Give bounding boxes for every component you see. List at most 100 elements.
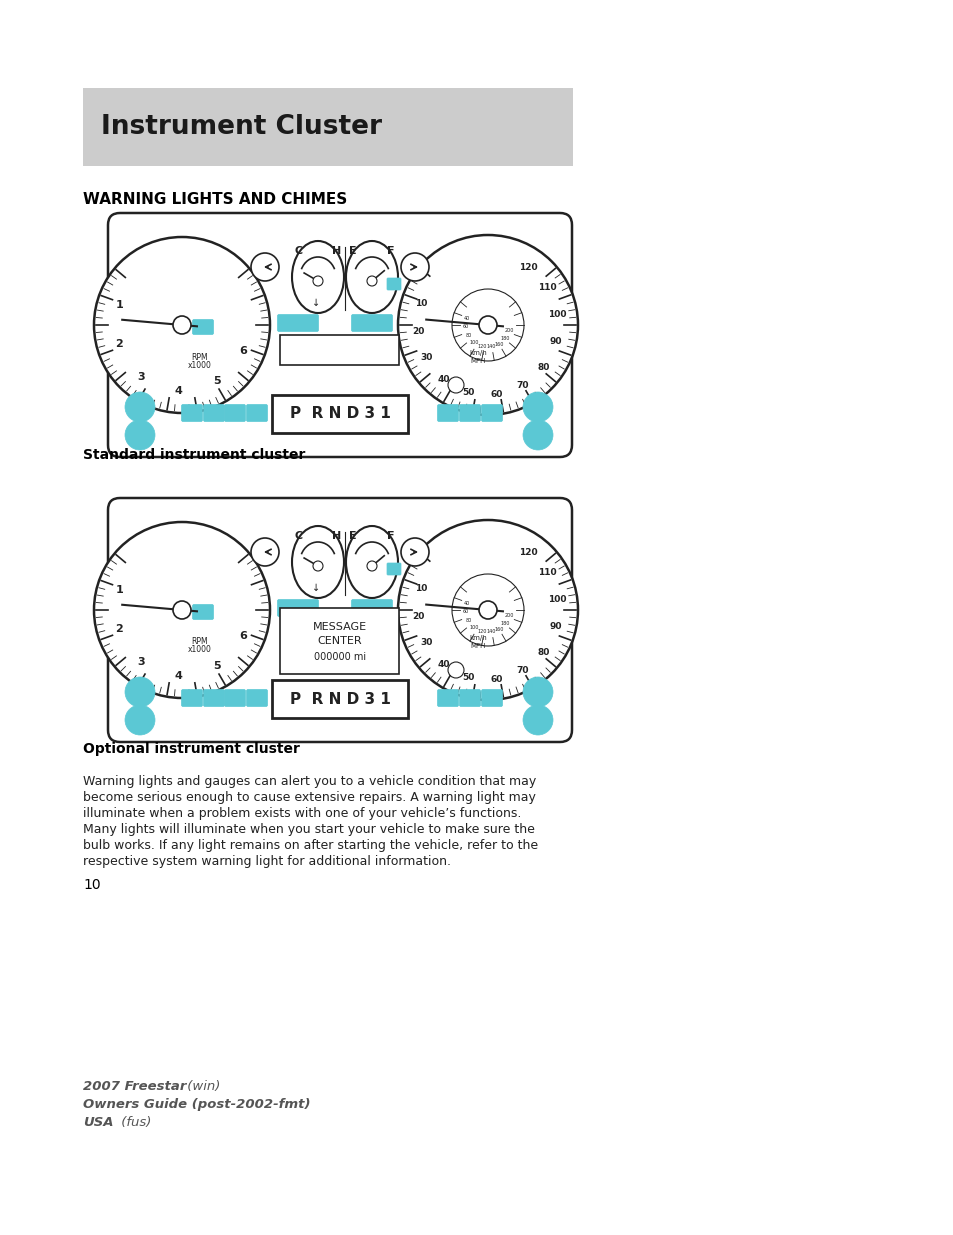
Text: USA: USA [83,1116,113,1129]
FancyBboxPatch shape [351,315,372,331]
Text: 120: 120 [476,629,486,634]
Text: 60: 60 [462,609,469,615]
Text: 3: 3 [137,372,145,382]
FancyBboxPatch shape [371,315,392,331]
FancyBboxPatch shape [437,689,458,706]
Ellipse shape [346,526,397,598]
Text: ↓: ↓ [312,583,319,593]
Text: 110: 110 [537,568,557,578]
FancyBboxPatch shape [246,405,267,421]
Text: 180: 180 [500,621,510,626]
Text: 80: 80 [537,647,550,657]
FancyBboxPatch shape [481,689,502,706]
Text: 200: 200 [504,613,514,618]
Text: 20: 20 [412,611,424,621]
Ellipse shape [346,241,397,312]
FancyBboxPatch shape [181,405,202,421]
Text: 100: 100 [469,625,478,630]
Text: ↓: ↓ [312,298,319,308]
Text: 80: 80 [537,363,550,372]
Circle shape [367,561,376,571]
Text: x1000: x1000 [188,646,212,655]
Text: 100: 100 [547,594,566,604]
Text: 60: 60 [490,390,502,399]
Text: 140: 140 [485,630,495,635]
Text: Warning lights and gauges can alert you to a vehicle condition that may: Warning lights and gauges can alert you … [83,776,536,788]
Circle shape [251,538,278,566]
Circle shape [522,705,553,735]
Text: 40: 40 [437,659,450,669]
Text: 50: 50 [462,388,475,396]
Text: 30: 30 [419,353,432,362]
Text: MPH: MPH [470,643,485,650]
Text: 1: 1 [115,584,123,594]
Text: 40: 40 [437,375,450,384]
Text: Instrument Cluster: Instrument Cluster [101,114,381,140]
Circle shape [522,420,553,450]
FancyBboxPatch shape [297,315,318,331]
Text: E: E [349,246,356,256]
Text: 40: 40 [463,600,470,605]
Circle shape [94,237,270,412]
Circle shape [400,253,429,282]
Text: 80: 80 [465,332,471,338]
Text: 2: 2 [115,340,123,350]
FancyBboxPatch shape [246,689,267,706]
Text: 100: 100 [469,340,478,345]
FancyBboxPatch shape [193,320,213,335]
Circle shape [397,235,578,415]
Circle shape [125,677,154,706]
Text: 90: 90 [549,337,561,347]
Text: 60: 60 [462,325,469,330]
Text: 120: 120 [518,548,537,557]
Text: 70: 70 [517,382,529,390]
Text: F: F [387,246,395,256]
Text: 200: 200 [504,327,514,332]
Text: 5: 5 [213,375,220,387]
Text: 10: 10 [415,584,427,593]
Circle shape [172,601,191,619]
Text: 1: 1 [115,300,123,310]
Text: 160: 160 [494,342,503,347]
Text: 160: 160 [494,626,503,631]
FancyBboxPatch shape [203,689,224,706]
Circle shape [313,561,323,571]
Text: MPH: MPH [470,358,485,364]
FancyBboxPatch shape [387,563,400,576]
Text: 60: 60 [490,676,502,684]
Circle shape [251,253,278,282]
Text: C: C [294,246,303,256]
Circle shape [522,677,553,706]
FancyBboxPatch shape [224,689,245,706]
Text: 20: 20 [412,326,424,336]
Text: 000000 mi: 000000 mi [314,652,366,662]
Text: E: E [349,531,356,541]
Text: 4: 4 [174,671,182,680]
Text: 30: 30 [419,638,432,647]
Circle shape [400,538,429,566]
FancyBboxPatch shape [193,604,213,620]
FancyBboxPatch shape [387,278,400,290]
Text: Optional instrument cluster: Optional instrument cluster [83,742,299,756]
Text: km/h: km/h [469,350,486,356]
Text: (win): (win) [183,1079,220,1093]
Text: 6: 6 [238,346,247,356]
FancyBboxPatch shape [481,405,502,421]
Text: H: H [332,531,341,541]
Ellipse shape [292,526,344,598]
Circle shape [172,316,191,333]
Circle shape [478,601,497,619]
Text: 120: 120 [518,263,537,272]
FancyBboxPatch shape [203,405,224,421]
Text: 140: 140 [485,345,495,350]
Circle shape [125,705,154,735]
Text: F: F [387,531,395,541]
FancyBboxPatch shape [277,599,298,616]
Text: bulb works. If any light remains on after starting the vehicle, refer to the: bulb works. If any light remains on afte… [83,839,537,852]
Text: x1000: x1000 [188,361,212,369]
Circle shape [397,520,578,700]
Text: WARNING LIGHTS AND CHIMES: WARNING LIGHTS AND CHIMES [83,191,347,207]
FancyBboxPatch shape [108,498,572,742]
Text: become serious enough to cause extensive repairs. A warning light may: become serious enough to cause extensive… [83,790,536,804]
Text: MESSAGE: MESSAGE [313,622,367,632]
